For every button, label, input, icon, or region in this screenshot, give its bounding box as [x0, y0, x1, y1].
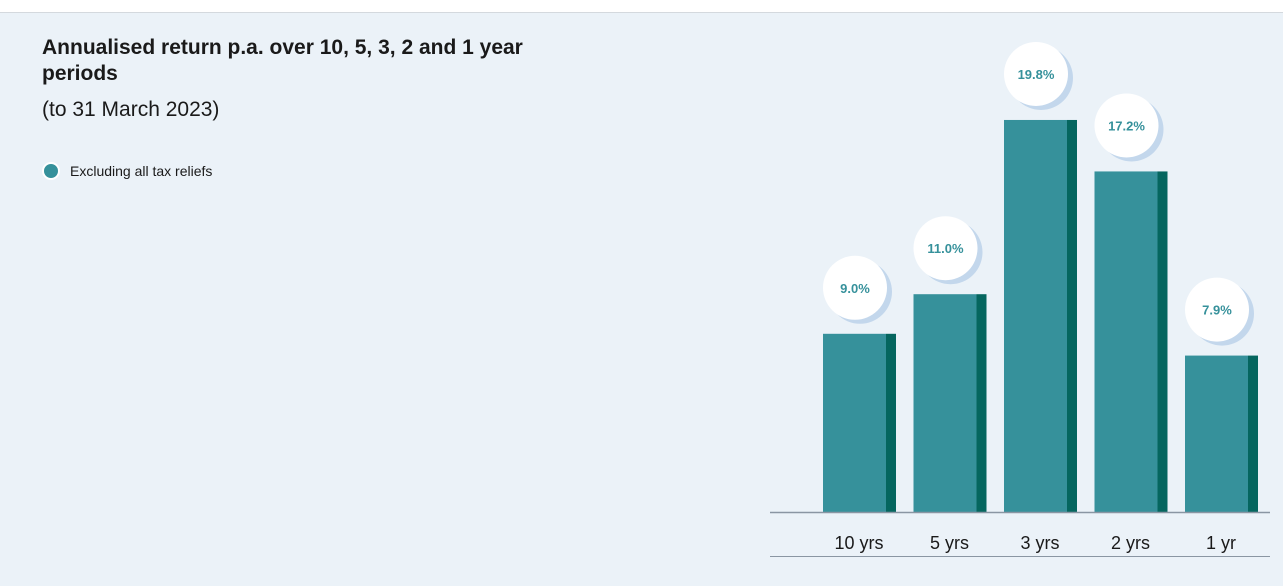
bar [1094, 171, 1158, 512]
value-bubble [1094, 93, 1159, 158]
legend-label: Excluding all tax reliefs [70, 163, 213, 179]
bar [1185, 355, 1248, 512]
value-bubble [1004, 41, 1068, 106]
x-tick-label: 5 yrs [930, 533, 969, 553]
bar-side [886, 333, 896, 512]
value-label: 11.0% [927, 241, 964, 256]
value-bubble [823, 255, 887, 320]
value-label: 17.2% [1108, 118, 1145, 133]
value-bubble [1185, 277, 1249, 342]
bar-side [1067, 119, 1077, 513]
bar [1004, 119, 1067, 513]
value-label: 19.8% [1018, 67, 1055, 82]
value-label: 9.0% [840, 281, 870, 296]
value-bubble [913, 216, 978, 281]
bar [823, 333, 886, 512]
x-tick-label: 2 yrs [1111, 533, 1150, 553]
legend: Excluding all tax reliefs [42, 162, 212, 180]
bar-side [976, 294, 987, 512]
legend-swatch-icon [42, 162, 60, 180]
x-tick-label: 3 yrs [1020, 533, 1059, 553]
value-label: 7.9% [1202, 303, 1232, 318]
x-tick-label: 10 yrs [834, 533, 883, 553]
chart-title: Annualised return p.a. over 10, 5, 3, 2 … [42, 36, 523, 85]
x-tick-label: 1 yr [1206, 533, 1236, 553]
bar-side [1157, 171, 1168, 512]
bar-side [1248, 355, 1258, 512]
chart-subtitle: (to 31 March 2023) [42, 98, 220, 121]
bar [913, 294, 977, 512]
